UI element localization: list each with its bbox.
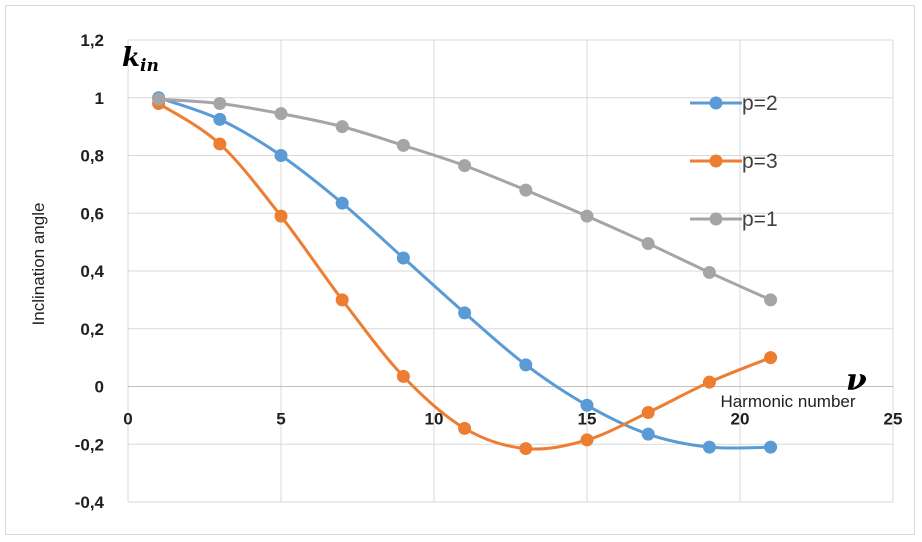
data-point bbox=[458, 421, 472, 435]
data-point bbox=[641, 405, 655, 419]
y-tick-label: 0 bbox=[95, 378, 104, 397]
data-point bbox=[335, 120, 349, 134]
data-point bbox=[274, 149, 288, 162]
data-point bbox=[702, 265, 716, 279]
data-point bbox=[274, 107, 288, 121]
y-tick-labels: 1,2 1 0,8 0,6 0,4 0,2 0 -0,2 -0,4 bbox=[75, 31, 105, 512]
x-tick-label: 5 bbox=[276, 410, 285, 429]
x-tick-label: 10 bbox=[425, 410, 444, 429]
x-tick-label: 0 bbox=[123, 410, 132, 429]
data-point bbox=[458, 159, 472, 173]
data-point bbox=[152, 92, 166, 106]
data-point bbox=[580, 433, 594, 447]
y-axis-label: Inclination angle bbox=[29, 203, 48, 326]
series-points bbox=[152, 91, 778, 456]
data-point bbox=[702, 440, 716, 454]
x-axis-label: Harmonic number bbox=[720, 392, 855, 411]
legend-marker bbox=[709, 212, 723, 226]
gridlines bbox=[127, 39, 894, 503]
data-point bbox=[641, 237, 655, 251]
y-tick-label: -0,2 bbox=[75, 435, 104, 454]
y-tick-label: 1,2 bbox=[80, 31, 104, 50]
data-point bbox=[519, 358, 533, 372]
data-point bbox=[335, 293, 349, 307]
data-point bbox=[213, 97, 227, 111]
data-point bbox=[702, 375, 716, 389]
legend-label: p=3 bbox=[742, 150, 778, 173]
legend-marker bbox=[709, 154, 723, 168]
y-tick-label: 1 bbox=[95, 89, 104, 108]
series-lines bbox=[157, 96, 772, 451]
data-point bbox=[396, 138, 410, 152]
legend: p=2 p=3 p=1 bbox=[690, 92, 778, 231]
data-point bbox=[274, 209, 288, 223]
data-point bbox=[764, 440, 778, 454]
data-point bbox=[213, 112, 227, 126]
y-tick-label: 0,6 bbox=[80, 204, 104, 223]
data-point bbox=[519, 442, 533, 456]
data-point bbox=[641, 427, 655, 441]
data-point bbox=[458, 306, 472, 320]
legend-marker bbox=[709, 96, 723, 110]
data-point bbox=[396, 251, 410, 265]
series-line bbox=[157, 102, 772, 451]
x-axis-symbol: ν bbox=[846, 363, 867, 398]
data-point bbox=[580, 398, 594, 412]
x-tick-label: 25 bbox=[884, 410, 903, 429]
legend-label: p=1 bbox=[742, 208, 778, 231]
y-tick-label: 0,4 bbox=[80, 262, 104, 281]
x-tick-label: 15 bbox=[578, 410, 597, 429]
y-axis-symbol: kin bbox=[122, 43, 159, 76]
y-tick-label: 0,8 bbox=[80, 147, 104, 166]
data-point bbox=[764, 293, 778, 307]
series-line bbox=[158, 97, 772, 302]
y-tick-label: 0,2 bbox=[80, 320, 104, 339]
data-point bbox=[213, 137, 227, 151]
legend-label: p=2 bbox=[742, 92, 778, 115]
data-point bbox=[580, 209, 594, 223]
data-point bbox=[335, 196, 349, 210]
x-tick-label: 20 bbox=[731, 410, 750, 429]
data-point bbox=[396, 369, 410, 383]
y-tick-label: -0,4 bbox=[75, 493, 105, 512]
x-tick-labels: 0 5 10 15 20 25 bbox=[123, 410, 902, 429]
data-point bbox=[764, 351, 778, 365]
data-point bbox=[519, 183, 533, 197]
